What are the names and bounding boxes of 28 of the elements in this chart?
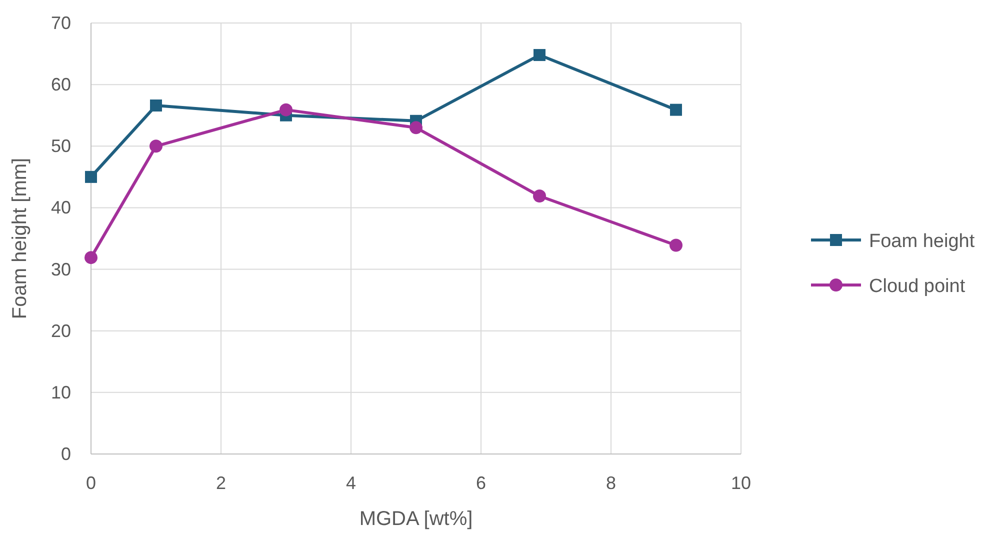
y-tick-label: 10 bbox=[50, 382, 71, 402]
point bbox=[533, 190, 546, 203]
y-tick-label: 30 bbox=[50, 259, 71, 280]
x-tick-label: 0 bbox=[86, 473, 96, 493]
x-tick-label: 4 bbox=[346, 473, 356, 493]
y-tick-label: 0 bbox=[60, 444, 71, 464]
x-axis-title: MGDA [wt%] bbox=[359, 508, 473, 530]
y-tick-label: 40 bbox=[50, 198, 71, 218]
x-tick-label: 8 bbox=[606, 473, 616, 493]
point bbox=[84, 251, 98, 264]
y-tick-label: 70 bbox=[50, 13, 71, 33]
y-axis-title: Foam height [mm] bbox=[9, 158, 31, 320]
point bbox=[670, 104, 682, 116]
point bbox=[410, 121, 422, 134]
point bbox=[534, 49, 546, 62]
point bbox=[150, 100, 162, 112]
point bbox=[85, 170, 97, 183]
x-tick-label: 10 bbox=[730, 473, 752, 493]
legend-label: Foam height bbox=[869, 231, 976, 252]
y-tick-label: 60 bbox=[50, 74, 71, 95]
legend-label: Cloud point bbox=[869, 276, 966, 297]
point bbox=[280, 103, 292, 116]
x-tick-label: 6 bbox=[476, 473, 486, 493]
point bbox=[670, 238, 682, 252]
y-tick-label: 50 bbox=[50, 136, 71, 156]
y-tick-label: 20 bbox=[50, 320, 71, 341]
point bbox=[150, 140, 162, 153]
x-tick-label: 2 bbox=[216, 473, 226, 493]
